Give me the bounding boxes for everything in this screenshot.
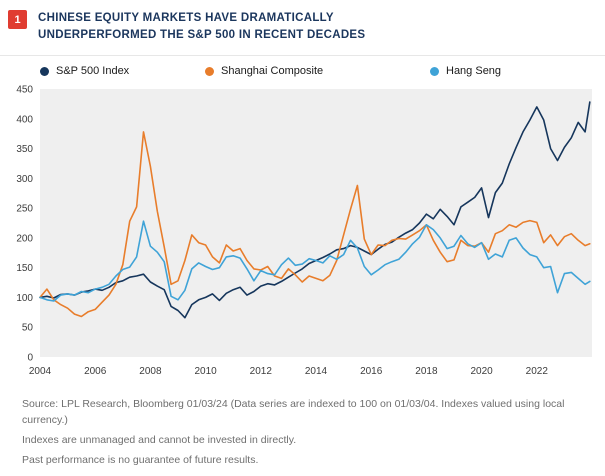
hangseng-dot-icon <box>430 66 439 76</box>
svg-text:2020: 2020 <box>470 366 493 377</box>
legend-label-hangseng: Hang Seng <box>446 65 502 78</box>
line-chart: 450 400 350 300 250 200 150 100 50 0 2004 2006 2008 2… <box>0 84 605 384</box>
svg-text:2008: 2008 <box>139 366 162 377</box>
chart-title-line2: UNDERPERFORMED THE S&P 500 IN RECENT DEC… <box>38 28 366 41</box>
svg-text:400: 400 <box>16 115 33 126</box>
legend-item-hangseng: Hang Seng <box>430 65 501 77</box>
svg-text:300: 300 <box>16 174 33 185</box>
chart-title: CHINESE EQUITY MARKETS HAVE DRAMATICALLY… <box>38 10 593 43</box>
footnote-performance: Past performance is no guarantee of futu… <box>22 453 259 466</box>
footnote-indexes: Indexes are unmanaged and cannot be inve… <box>22 433 297 446</box>
figure-number-badge: 1 <box>8 10 27 29</box>
svg-text:2022: 2022 <box>526 366 549 377</box>
svg-text:2012: 2012 <box>250 366 273 377</box>
line-chart-canvas: 450 400 350 300 250 200 150 100 50 0 2004 2006 2008 2… <box>16 85 592 377</box>
svg-text:100: 100 <box>16 293 33 304</box>
chart-header: 1 CHINESE EQUITY MARKETS HAVE DRAMATICAL… <box>0 0 605 57</box>
svg-text:2010: 2010 <box>194 366 217 377</box>
legend-item-shanghai: Shanghai Composite <box>205 65 430 77</box>
svg-text:2014: 2014 <box>305 366 328 377</box>
svg-text:2016: 2016 <box>360 366 383 377</box>
chart-footnotes: Source: LPL Research, Bloomberg 01/03/24… <box>22 397 587 468</box>
legend-item-sp500: S&P 500 Index <box>40 65 205 77</box>
svg-text:250: 250 <box>16 204 33 215</box>
svg-text:450: 450 <box>16 85 33 96</box>
svg-text:350: 350 <box>16 144 33 155</box>
svg-text:150: 150 <box>16 264 33 275</box>
svg-text:0: 0 <box>27 353 33 364</box>
legend-label-sp500: S&P 500 Index <box>56 65 130 78</box>
svg-text:2018: 2018 <box>415 366 438 377</box>
chart-legend: S&P 500 Index Shanghai Composite Hang Se… <box>0 56 605 82</box>
legend-label-shanghai: Shanghai Composite <box>221 65 324 78</box>
svg-text:2004: 2004 <box>29 366 52 377</box>
chart-title-line1: CHINESE EQUITY MARKETS HAVE DRAMATICALLY <box>38 12 334 24</box>
footnote-source: Source: LPL Research, Bloomberg 01/03/24… <box>22 398 565 427</box>
sp500-dot-icon <box>40 66 49 76</box>
svg-text:50: 50 <box>22 323 34 334</box>
shanghai-dot-icon <box>205 66 214 76</box>
svg-text:2006: 2006 <box>84 366 107 377</box>
svg-text:200: 200 <box>16 234 33 245</box>
